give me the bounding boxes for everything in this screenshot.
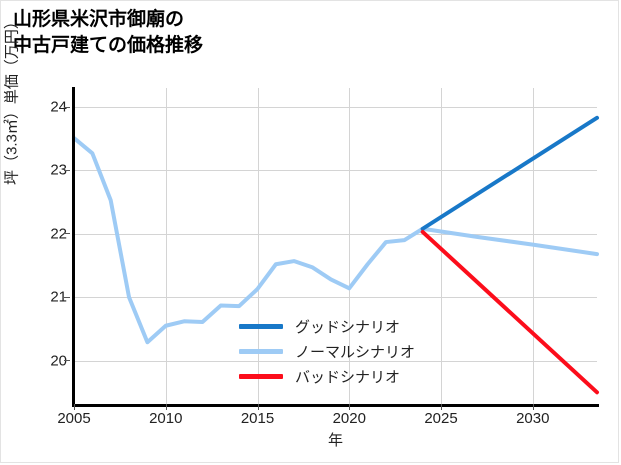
page-title: 山形県米沢市御廟の 中古戸建ての価格推移 bbox=[13, 9, 204, 56]
series-line bbox=[420, 115, 599, 231]
gridline-vertical bbox=[441, 88, 443, 405]
legend-item[interactable]: ノーマルシナリオ bbox=[239, 339, 415, 364]
chart-legend: グッドシナリオ ノーマルシナリオ バッドシナリオ bbox=[239, 314, 415, 389]
legend-color-swatch bbox=[239, 349, 283, 354]
y-tick-label: 22 bbox=[50, 225, 67, 243]
y-tick-label: 23 bbox=[50, 161, 67, 179]
x-tick-mark bbox=[532, 404, 534, 410]
y-axis-label: 坪（3.3㎡）単価（万円） bbox=[3, 14, 21, 185]
y-tick-mark bbox=[64, 360, 70, 362]
gridline-horizontal bbox=[74, 297, 597, 299]
x-tick-label: 2030 bbox=[516, 410, 550, 427]
x-tick-label: 2010 bbox=[149, 410, 183, 427]
y-tick-label: 20 bbox=[50, 352, 67, 370]
gridline-vertical bbox=[257, 88, 259, 405]
legend-color-swatch bbox=[239, 324, 283, 329]
x-tick-mark bbox=[441, 404, 443, 410]
legend-item[interactable]: バッドシナリオ bbox=[239, 364, 415, 389]
x-tick-label: 2005 bbox=[57, 410, 91, 427]
gridline-vertical bbox=[349, 88, 351, 405]
legend-color-swatch bbox=[239, 374, 283, 379]
y-axis-line bbox=[72, 87, 75, 406]
gridline-horizontal bbox=[74, 170, 597, 172]
x-tick-label: 2025 bbox=[424, 410, 458, 427]
legend-label: ノーマルシナリオ bbox=[295, 344, 416, 361]
y-tick-mark bbox=[64, 233, 70, 235]
x-tick-mark bbox=[349, 404, 351, 410]
legend-label: グッドシナリオ bbox=[295, 319, 401, 336]
y-tick-mark bbox=[64, 106, 70, 108]
y-tick-mark bbox=[64, 296, 70, 298]
plot-area bbox=[72, 88, 599, 405]
x-tick-label: 2020 bbox=[332, 410, 366, 427]
x-axis-line bbox=[72, 404, 599, 407]
y-tick-label: 21 bbox=[50, 288, 67, 306]
y-tick-mark bbox=[64, 169, 70, 171]
gridline-vertical bbox=[165, 88, 167, 405]
y-axis-ticks: 20 21 22 23 24 bbox=[31, 88, 70, 405]
gridline-horizontal bbox=[74, 360, 597, 362]
x-axis-ticks: 2005 2010 2015 2020 2025 2030 bbox=[57, 404, 597, 430]
legend-item[interactable]: グッドシナリオ bbox=[239, 314, 415, 339]
x-tick-mark bbox=[165, 404, 167, 410]
y-tick-label: 24 bbox=[50, 98, 67, 116]
x-axis-label: 年 bbox=[327, 432, 343, 449]
series-line bbox=[72, 136, 599, 345]
gridline-horizontal bbox=[74, 233, 597, 235]
series-line bbox=[420, 229, 599, 395]
series-lines bbox=[72, 115, 599, 395]
x-tick-label: 2015 bbox=[240, 410, 275, 427]
x-tick-mark bbox=[74, 404, 75, 410]
x-tick-mark bbox=[257, 404, 259, 410]
legend-label: バッドシナリオ bbox=[295, 369, 401, 386]
gridline-horizontal bbox=[74, 107, 597, 109]
